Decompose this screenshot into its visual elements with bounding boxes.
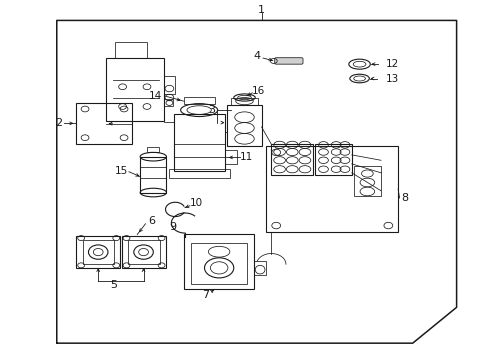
Text: 6: 6 [148,216,155,226]
Bar [147,147,159,152]
Bar [227,105,261,146]
Bar [163,99,172,107]
Bar [266,146,397,232]
Text: 5: 5 [110,280,117,290]
Text: 11: 11 [239,152,252,162]
Bar [105,58,163,121]
Bar [254,261,266,275]
Bar [224,149,237,164]
Bar [115,42,147,58]
Bar [173,114,224,171]
Text: 1: 1 [258,5,264,15]
Bar [271,144,312,175]
FancyBboxPatch shape [274,58,303,64]
Bar [76,103,132,144]
Bar [128,240,159,264]
Bar [76,235,120,268]
Bar [231,98,258,105]
Text: 12: 12 [385,59,398,69]
Bar [82,240,114,264]
Text: 9: 9 [168,222,176,232]
Bar [140,157,166,193]
Text: 16: 16 [251,86,264,96]
Text: 10: 10 [190,198,203,208]
Text: 8: 8 [400,193,407,203]
Text: 4: 4 [253,51,260,61]
Bar [122,235,165,268]
Text: 13: 13 [385,73,398,84]
Text: 15: 15 [115,166,128,176]
Text: 7: 7 [202,290,209,300]
Bar [315,144,351,175]
Bar [190,243,246,284]
Bar [353,166,380,196]
Text: 3: 3 [207,105,214,115]
Text: 14: 14 [149,91,162,101]
Bar [163,76,174,94]
Bar [183,234,254,289]
Bar [183,97,215,104]
Text: 2: 2 [55,118,61,128]
Bar [168,169,229,178]
